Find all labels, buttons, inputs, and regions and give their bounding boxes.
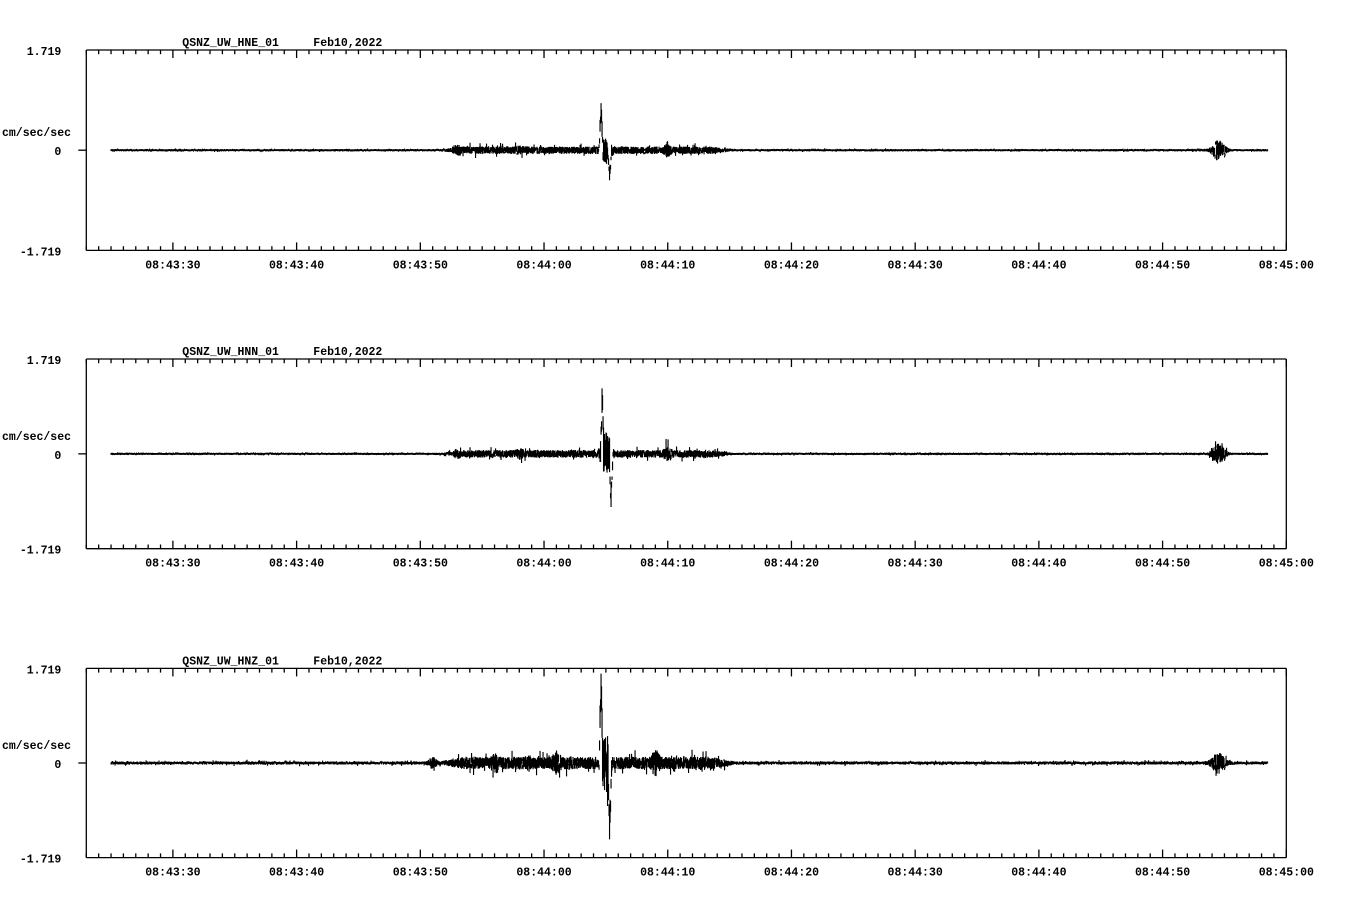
svg-text:08:44:20: 08:44:20 (764, 558, 819, 571)
svg-text:Feb10,2022: Feb10,2022 (313, 37, 382, 50)
svg-text:08:43:30: 08:43:30 (145, 867, 200, 880)
svg-text:08:43:50: 08:43:50 (393, 867, 448, 880)
svg-text:08:45:00: 08:45:00 (1259, 558, 1314, 571)
svg-text:08:43:30: 08:43:30 (145, 558, 200, 571)
svg-text:cm/sec/sec: cm/sec/sec (2, 431, 71, 444)
svg-text:08:44:20: 08:44:20 (764, 259, 819, 272)
svg-text:08:44:10: 08:44:10 (640, 867, 695, 880)
svg-text:08:43:50: 08:43:50 (393, 259, 448, 272)
svg-text:08:44:40: 08:44:40 (1011, 867, 1066, 880)
svg-text:08:44:20: 08:44:20 (764, 867, 819, 880)
svg-text:cm/sec/sec: cm/sec/sec (2, 740, 71, 753)
svg-text:08:44:00: 08:44:00 (516, 558, 571, 571)
svg-text:08:43:40: 08:43:40 (269, 558, 324, 571)
svg-text:-1.719: -1.719 (20, 545, 62, 558)
svg-text:Feb10,2022: Feb10,2022 (313, 346, 382, 359)
svg-text:cm/sec/sec: cm/sec/sec (2, 127, 71, 140)
svg-text:QSNZ_UW_HNN_01: QSNZ_UW_HNN_01 (182, 346, 279, 359)
svg-text:QSNZ_UW_HNE_01: QSNZ_UW_HNE_01 (182, 37, 279, 50)
svg-text:08:43:40: 08:43:40 (269, 259, 324, 272)
svg-text:08:43:30: 08:43:30 (145, 259, 200, 272)
svg-text:08:44:00: 08:44:00 (516, 867, 571, 880)
svg-text:0: 0 (54, 759, 61, 772)
svg-text:QSNZ_UW_HNZ_01: QSNZ_UW_HNZ_01 (182, 655, 279, 668)
svg-text:08:44:30: 08:44:30 (888, 867, 943, 880)
svg-text:08:44:10: 08:44:10 (640, 558, 695, 571)
svg-text:08:45:00: 08:45:00 (1259, 867, 1314, 880)
svg-text:-1.719: -1.719 (20, 854, 62, 867)
svg-text:08:44:40: 08:44:40 (1011, 558, 1066, 571)
svg-text:08:43:50: 08:43:50 (393, 558, 448, 571)
svg-text:08:43:40: 08:43:40 (269, 867, 324, 880)
svg-text:-1.719: -1.719 (20, 246, 62, 259)
svg-text:08:44:40: 08:44:40 (1011, 259, 1066, 272)
svg-text:08:45:00: 08:45:00 (1259, 259, 1314, 272)
svg-text:0: 0 (54, 146, 61, 159)
svg-text:08:44:50: 08:44:50 (1135, 259, 1190, 272)
svg-text:08:44:30: 08:44:30 (888, 558, 943, 571)
svg-text:0: 0 (54, 450, 61, 463)
svg-text:08:44:50: 08:44:50 (1135, 867, 1190, 880)
svg-text:Feb10,2022: Feb10,2022 (313, 655, 382, 668)
svg-text:08:44:10: 08:44:10 (640, 259, 695, 272)
svg-text:08:44:50: 08:44:50 (1135, 558, 1190, 571)
svg-text:1.719: 1.719 (27, 664, 62, 677)
svg-text:08:44:30: 08:44:30 (888, 259, 943, 272)
svg-text:1.719: 1.719 (27, 355, 62, 368)
svg-text:08:44:00: 08:44:00 (516, 259, 571, 272)
svg-text:1.719: 1.719 (27, 46, 62, 59)
